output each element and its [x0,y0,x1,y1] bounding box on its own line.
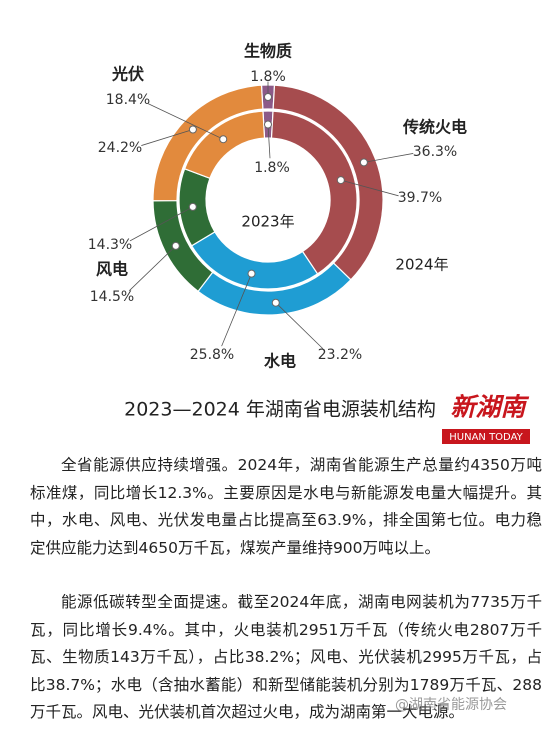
donut-segment [183,110,266,180]
category-label: 传统火电 [402,118,467,137]
logo-bar [442,429,530,444]
leader-line [267,124,271,159]
value-label: 1.8% [250,69,286,85]
leader-line [129,206,194,242]
article: 全省能源供应持续增强。2024年，湖南省能源生产总量约4350万吨标准煤，同比增… [30,452,542,754]
category-label: 生物质 [244,42,292,61]
leader-dot [247,269,256,278]
value-label: 36.3% [413,144,457,160]
ring-label: 2024年 [395,256,448,274]
page: 2023—2024 年湖南省电源装机结构 新湖南 HUNAN TODAY 生物质… [30,41,542,721]
leader-dot [171,241,180,250]
leader-dot [271,298,280,307]
logo-name: 新湖南 [450,393,529,422]
chart-title: 2023—2024 年湖南省电源装机结构 [124,399,436,421]
leader-dot [264,120,272,129]
category-label: 光伏 [111,65,144,84]
leader-line [148,103,224,140]
leader-line [363,153,414,163]
donut-segment [178,168,216,247]
paragraph: 能源低碳转型全面提速。截至2024年底，湖南电网装机为7735万千瓦，同比增长9… [30,593,542,721]
value-label: 39.7% [398,190,442,206]
value-label: 18.4% [106,92,150,108]
category-label: 水电 [264,352,296,371]
category-label: 风电 [96,260,128,279]
leader-dot [264,93,272,101]
watermark: @湖南省能源协会 [395,697,507,713]
leader-dot [188,202,197,211]
logo-subtitle: HUNAN TODAY [449,432,523,443]
leader-dot [219,135,228,144]
paragraph: 全省能源供应持续增强。2024年，湖南省能源生产总量约4350万吨标准煤，同比增… [30,456,542,557]
leader-line [128,245,177,292]
value-label: 1.8% [254,160,290,176]
leader-dot [359,158,368,167]
leader-line [141,129,194,146]
value-label: 14.3% [88,237,132,253]
leader-line [275,302,324,350]
value-label: 14.5% [90,289,134,305]
leader-line [340,179,399,197]
leader-line [221,273,252,347]
value-label: 24.2% [98,140,142,156]
donut-segment [270,110,358,275]
leader-dot [188,125,197,134]
chart: 2023—2024 年湖南省电源装机结构 新湖南 HUNAN TODAY 生物质… [88,42,530,444]
donut-segment [152,84,264,202]
leader-dot [336,176,345,185]
value-label: 25.8% [190,347,234,363]
center-label: 2023年 [241,213,294,231]
value-label: 23.2% [318,347,362,363]
